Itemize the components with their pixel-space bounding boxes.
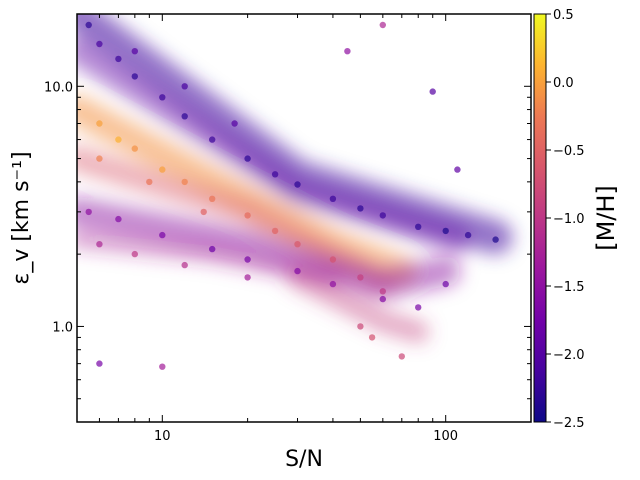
scatter-point <box>415 223 422 230</box>
scatter-point <box>115 136 122 143</box>
scatter-point <box>209 245 216 253</box>
scatter-point <box>329 256 337 263</box>
scatter-point <box>231 120 238 127</box>
scatter-point <box>115 215 122 223</box>
scatter-point <box>294 181 301 188</box>
scatter-point <box>442 280 449 288</box>
scatter-point <box>115 55 122 63</box>
scatter-point <box>146 178 153 186</box>
scatter-point <box>379 21 386 29</box>
scatter-point <box>96 241 103 248</box>
scatter-points <box>85 21 499 370</box>
colorbar-tick-label-minus-1.5: −1.5 <box>553 280 585 295</box>
scatter-point <box>96 360 103 367</box>
scatter-point <box>181 178 188 186</box>
colorbar-tick-label-minus-2.0: −2.0 <box>553 348 585 363</box>
scatter-point <box>209 195 216 202</box>
scatter-point <box>244 274 251 281</box>
plot-frame <box>76 13 532 423</box>
colorbar-tick-label-0.0: 0.0 <box>553 76 574 91</box>
scatter-point <box>329 195 337 202</box>
y-tick-label-1: 1.0 <box>52 320 73 335</box>
scatter-point <box>329 280 337 288</box>
y-tick-label-10: 10.0 <box>44 80 73 95</box>
x-tick-label-10: 10 <box>154 429 171 444</box>
scatter-point <box>244 212 251 219</box>
density-cloud <box>77 14 513 343</box>
colorbar-tick-label-0.5: 0.5 <box>553 8 574 23</box>
colorbar-ticks <box>546 13 551 423</box>
scatter-point <box>294 267 301 275</box>
scatter-point <box>159 94 166 101</box>
scatter-point <box>244 155 251 162</box>
colorbar-tick-label-minus-2.5: −2.5 <box>553 416 585 431</box>
scatter-point <box>131 73 138 80</box>
scatter-point <box>344 48 351 55</box>
scatter-point <box>181 83 188 90</box>
scatter-point <box>181 261 188 269</box>
x-tick-label-100: 100 <box>433 429 458 444</box>
scatter-point <box>271 171 279 178</box>
scatter-point <box>415 304 422 311</box>
y-axis-label: ε_v [km s⁻¹] <box>9 151 34 284</box>
scatter-point <box>200 208 207 216</box>
scatter-point <box>244 256 251 263</box>
scatter-point <box>357 323 364 330</box>
colorbar <box>533 13 547 423</box>
scatter-point <box>131 48 138 55</box>
colorbar-tick-label-minus-1.0: −1.0 <box>553 212 585 227</box>
scatter-point <box>398 353 405 360</box>
scatter-point <box>379 288 386 295</box>
scatter-point <box>464 231 472 239</box>
scatter-point <box>131 250 138 258</box>
scatter-point <box>96 155 103 162</box>
scatter-point <box>294 241 301 248</box>
scatter-point <box>96 40 103 48</box>
scatter-point <box>357 274 364 281</box>
colorbar-tick-label-minus-0.5: −0.5 <box>553 144 585 159</box>
scatter-point <box>159 231 166 239</box>
scatter-point <box>429 88 436 95</box>
scatter-point <box>357 205 364 212</box>
scatter-point <box>181 113 188 120</box>
scatter-point <box>379 212 386 219</box>
axis-ticks <box>76 13 532 423</box>
scatter-point <box>85 208 92 216</box>
scatter-point <box>96 120 103 127</box>
scatter-point <box>442 227 449 235</box>
scatter-point <box>454 166 461 173</box>
scatter-point <box>131 145 138 152</box>
x-axis-label: S/N <box>285 447 323 472</box>
scatter-point <box>85 21 92 29</box>
scatter-point <box>209 136 216 143</box>
colorbar-label: [M/H] <box>592 185 620 251</box>
scatter-point <box>271 227 279 235</box>
scatter-point <box>368 334 376 341</box>
scatter-point <box>379 295 386 303</box>
scatter-point <box>159 363 166 370</box>
scatter-point <box>159 166 166 173</box>
scatter-point <box>492 236 499 243</box>
